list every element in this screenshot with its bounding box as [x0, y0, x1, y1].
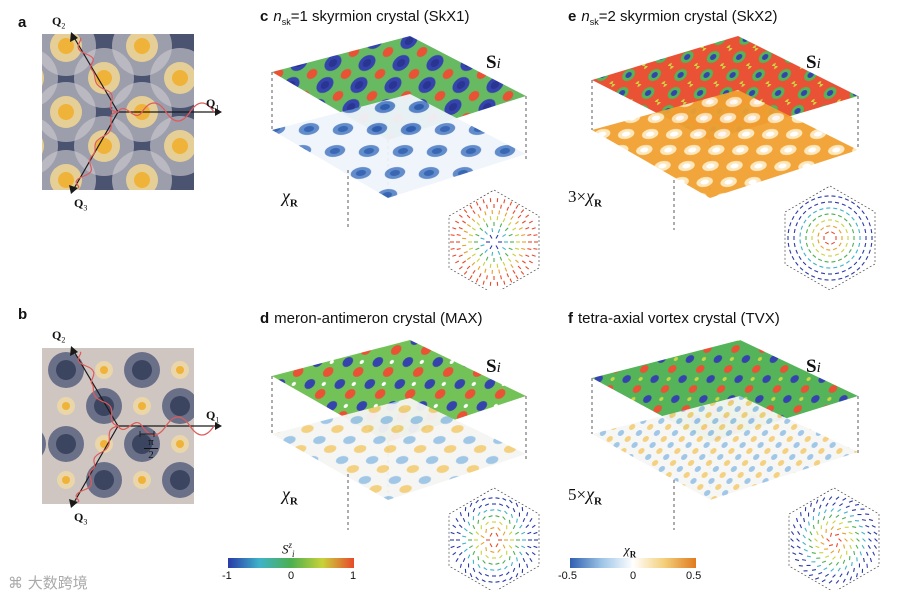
panel-d-hexagon-inset: [448, 487, 540, 590]
panel-c-chi-label: χR: [282, 186, 298, 210]
panel-d-3d-plot: [271, 340, 540, 590]
panel-b-q1-label: Q1: [206, 408, 220, 425]
panel-a-label: a: [18, 14, 27, 31]
panel-a-q1-label: Q1: [206, 96, 220, 113]
shift-denominator: 2: [148, 449, 154, 461]
chi-colorbar-title: χR: [624, 542, 637, 560]
panel-e-title: e nsk=2 skyrmion crystal (SkX2): [568, 8, 778, 27]
spin-colorbar-title: Szi: [282, 540, 295, 559]
panel-e-chi-label: 3×χR: [568, 186, 602, 210]
panel-b-q3-label: Q3: [74, 510, 88, 527]
panel-f-title: f tetra-axial vortex crystal (TVX): [568, 310, 780, 327]
panel-c-hexagon-inset: [448, 189, 540, 290]
watermark-text: 大数跨境: [27, 574, 88, 592]
panel-a-axes: [69, 32, 222, 194]
spin-tick-mid: 0: [288, 570, 295, 582]
panel-a-q3-label: Q3: [74, 196, 88, 213]
panel-b-shift-label: π 2: [144, 436, 158, 461]
watermark-logo-icon: ⌘: [8, 574, 23, 592]
panel-e-3d-plot: [591, 36, 876, 290]
panel-e-hexagon-inset: [784, 185, 876, 290]
panel-c-spin-label: Si: [486, 52, 501, 73]
panel-e-spin-label: Si: [806, 52, 821, 73]
shift-numerator: π: [144, 436, 158, 449]
panel-d-chi-label: χR: [282, 484, 298, 508]
chi-colorbar-gradient: [570, 558, 696, 568]
spin-tick-min: -1: [222, 570, 232, 582]
panel-c-3d-plot: [271, 36, 540, 290]
panel-c-title: c nsk=1 skyrmion crystal (SkX1): [260, 8, 470, 27]
watermark: ⌘ 大数跨境: [8, 572, 88, 593]
panel-d-title: d meron-antimeron crystal (MAX): [260, 310, 483, 327]
panel-a-q2-label: Q2: [52, 14, 66, 31]
panel-f-chi-label: 5×χR: [568, 484, 602, 508]
panel-f-3d-plot: [591, 340, 880, 590]
panel-b-heatmap: [10, 348, 198, 504]
panel-d-spin-label: Si: [486, 356, 501, 377]
chi-tick-mid: 0: [630, 570, 637, 582]
panel-f-spin-label: Si: [806, 356, 821, 377]
panel-f-hexagon-inset: [788, 487, 880, 590]
chi-tick-max: 0.5: [686, 570, 702, 582]
panel-b-label: b: [18, 306, 28, 323]
spin-tick-max: 1: [350, 570, 357, 582]
panel-b-map: [10, 348, 198, 504]
panel-b-axes: [69, 346, 222, 508]
panel-b-q2-label: Q2: [52, 328, 66, 345]
spin-colorbar-gradient: [228, 558, 354, 568]
chi-tick-min: -0.5: [558, 570, 577, 582]
